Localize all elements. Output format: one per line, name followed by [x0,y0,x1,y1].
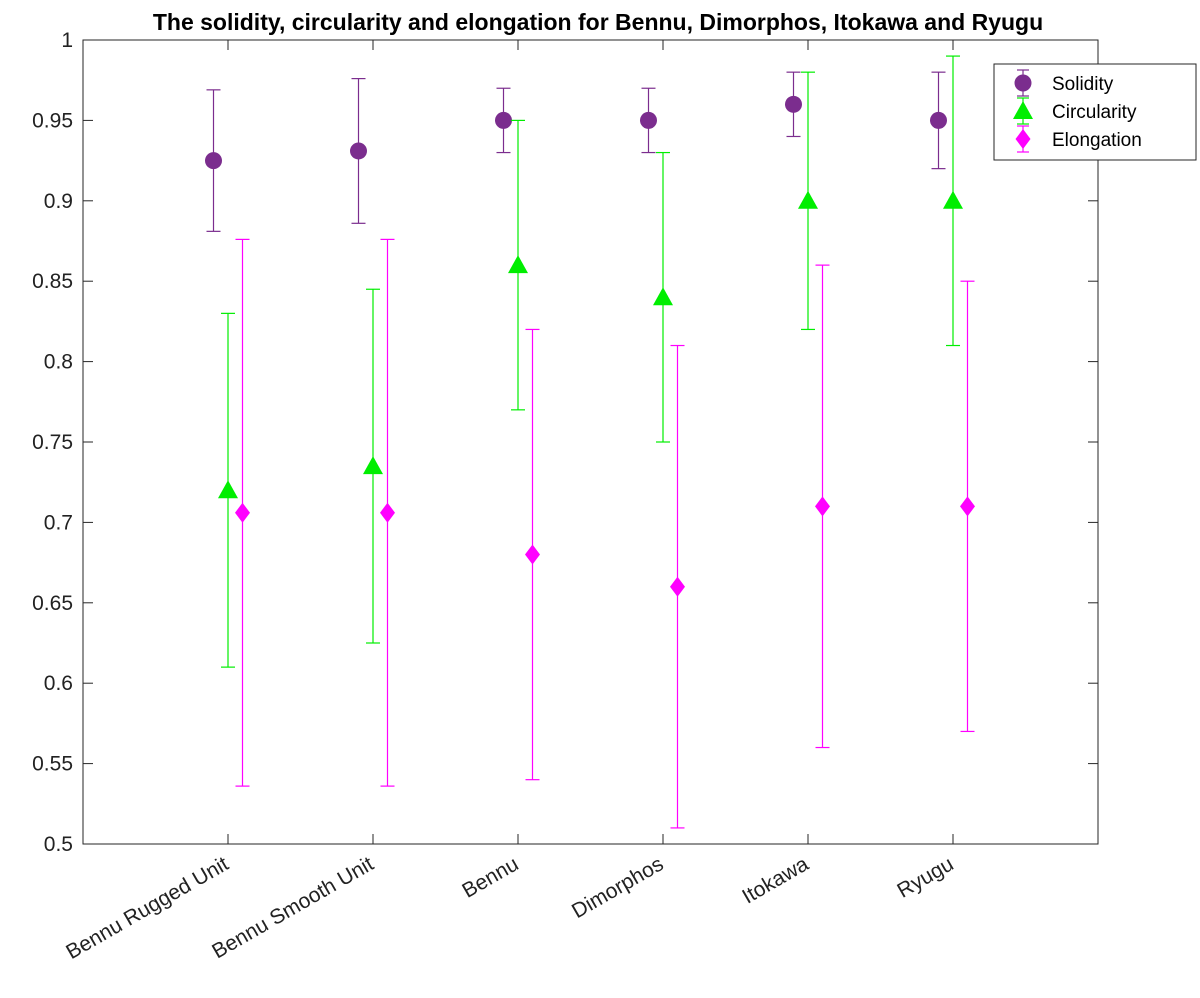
y-tick-label: 0.65 [32,592,73,615]
data-point-solidity [350,142,367,160]
y-tick-label: 0.6 [44,672,73,695]
x-tick-label: Ryugu [893,852,957,902]
data-point-circularity [218,480,238,499]
data-point-solidity [785,95,802,113]
data-point-circularity [798,190,818,209]
legend-label-solidity: Solidity [1052,74,1114,95]
y-tick-label: 0.85 [32,270,73,293]
data-point-elongation [960,496,975,517]
y-tick-label: 0.9 [44,190,73,213]
series-elongation [235,238,975,829]
data-point-solidity [495,111,512,129]
data-point-elongation [235,502,250,523]
x-tick-label: Bennu Smooth Unit [208,852,377,963]
legend-marker-elongation [1015,129,1031,149]
series-circularity [218,55,963,668]
x-tick-label: Bennu Rugged Unit [62,852,232,964]
x-tick-label: Itokawa [738,852,812,908]
y-tick-label: 1 [61,29,73,52]
data-point-solidity [205,152,222,170]
x-tick-label: Dimorphos [568,852,667,923]
legend-marker-solidity [1014,74,1032,92]
chart-title: The solidity, circularity and elongation… [153,9,1043,35]
data-point-circularity [943,190,963,209]
data-point-circularity [363,456,383,475]
series-solidity [205,71,947,232]
data-point-circularity [508,255,528,274]
y-tick-label: 0.95 [32,109,73,132]
y-tick-label: 0.8 [44,351,73,374]
data-point-elongation [670,576,685,597]
y-axis: 0.5 0.55 0.6 0.65 0.7 0.75 0.8 0.85 0.9 0.95 1 [32,29,1098,856]
y-tick-label: 0.5 [44,833,73,856]
legend-marker-circularity [1013,101,1033,119]
legend: Solidity Circularity Elongation [993,63,1197,161]
data-point-elongation [525,544,540,565]
plot-area [82,39,1099,845]
data-point-elongation [380,502,395,523]
legend-label-elongation: Elongation [1052,130,1142,151]
data-point-solidity [640,111,657,129]
series-layer [205,55,975,829]
data-point-solidity [930,111,947,129]
x-tick-label: Bennu [458,852,522,902]
y-tick-label: 0.75 [32,431,73,454]
legend-label-circularity: Circularity [1052,102,1137,123]
y-tick-label: 0.7 [44,511,73,534]
data-point-circularity [653,287,673,306]
y-tick-label: 0.55 [32,753,73,776]
data-point-elongation [815,496,830,517]
